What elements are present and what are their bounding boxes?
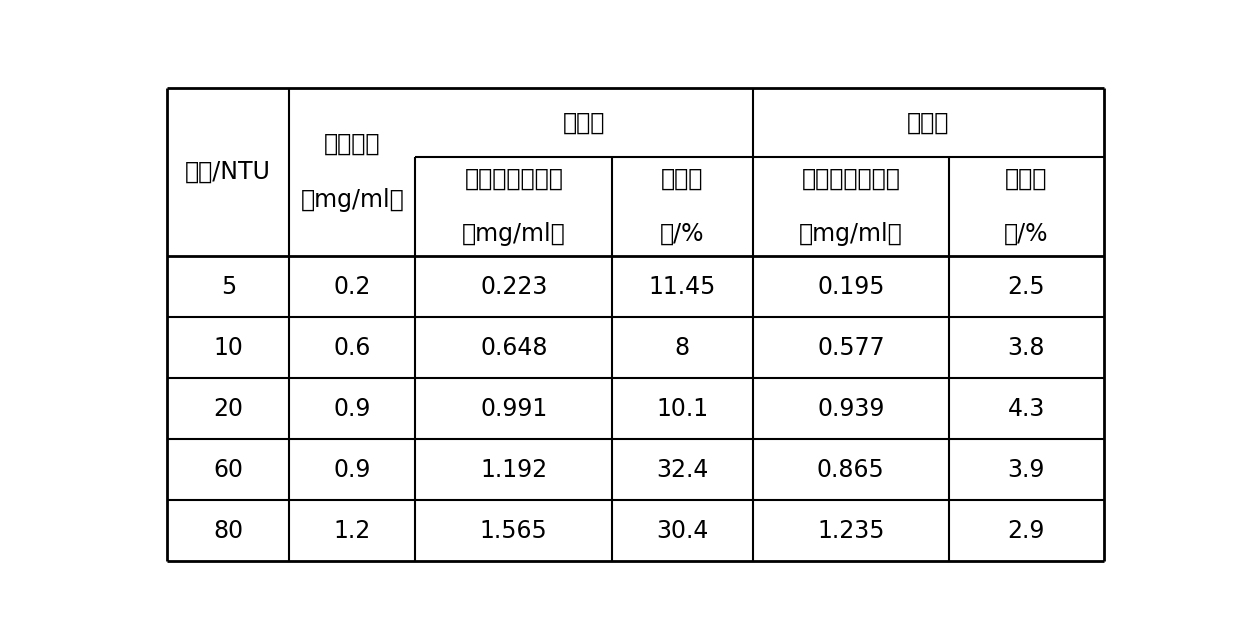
Text: 0.9: 0.9 [334,458,371,482]
Text: 20: 20 [213,397,243,421]
Text: 补偿后: 补偿后 [906,110,950,134]
Text: 4.3: 4.3 [1008,397,1045,421]
Text: 0.2: 0.2 [334,275,371,298]
Text: 0.991: 0.991 [480,397,547,421]
Text: 0.939: 0.939 [817,397,884,421]
Text: 总磷浓度估计值

（mg/ml）: 总磷浓度估计值 （mg/ml） [463,167,565,246]
Text: 相对误

差/%: 相对误 差/% [1004,167,1049,246]
Text: 32.4: 32.4 [656,458,708,482]
Text: 0.577: 0.577 [817,336,884,359]
Text: 1.565: 1.565 [480,519,548,543]
Text: 0.195: 0.195 [817,275,884,298]
Text: 2.9: 2.9 [1008,519,1045,543]
Text: 3.9: 3.9 [1008,458,1045,482]
Text: 1.2: 1.2 [334,519,371,543]
Text: 总磷浓度

（mg/ml）: 总磷浓度 （mg/ml） [300,132,404,212]
Text: 1.235: 1.235 [817,519,884,543]
Text: 10: 10 [213,336,243,359]
Text: 补偿前: 补偿前 [563,110,605,134]
Text: 2.5: 2.5 [1008,275,1045,298]
Text: 10.1: 10.1 [656,397,708,421]
Text: 5: 5 [221,275,236,298]
Text: 总磷浓度估计值

（mg/ml）: 总磷浓度估计值 （mg/ml） [799,167,903,246]
Text: 3.8: 3.8 [1008,336,1045,359]
Text: 30.4: 30.4 [656,519,708,543]
Text: 相对误

差/%: 相对误 差/% [660,167,704,246]
Text: 0.223: 0.223 [480,275,548,298]
Text: 0.865: 0.865 [817,458,884,482]
Text: 60: 60 [213,458,243,482]
Text: 0.648: 0.648 [480,336,548,359]
Text: 浊度/NTU: 浊度/NTU [185,160,272,184]
Text: 0.6: 0.6 [334,336,371,359]
Text: 80: 80 [213,519,243,543]
Text: 11.45: 11.45 [649,275,715,298]
Text: 8: 8 [675,336,689,359]
Text: 1.192: 1.192 [480,458,547,482]
Text: 0.9: 0.9 [334,397,371,421]
